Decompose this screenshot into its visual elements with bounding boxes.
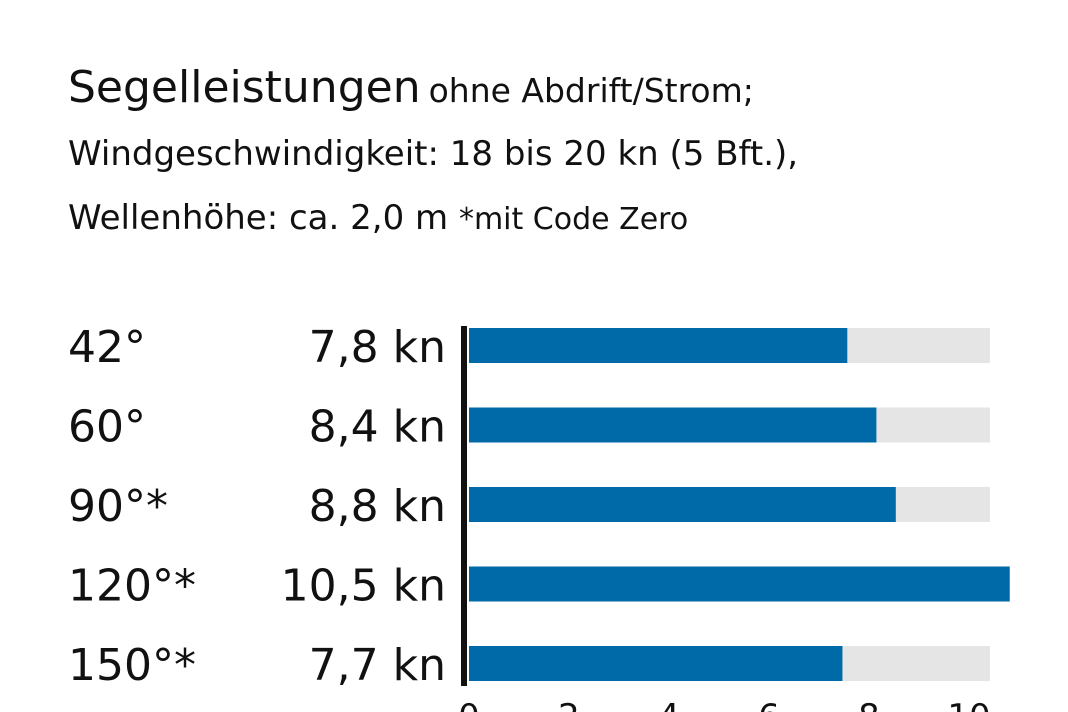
category-label: 42° <box>68 322 146 373</box>
value-label: 7,8 kn <box>309 322 446 373</box>
value-label: 8,8 kn <box>309 481 446 532</box>
chart-title: Segelleistungen ohne Abdrift/Strom; <box>68 62 754 113</box>
x-tick-label: 6 <box>758 697 780 712</box>
subtitle-wind: Windgeschwindigkeit: 18 bis 20 kn (5 Bft… <box>68 134 799 174</box>
category-label: 120°* <box>68 561 196 612</box>
bar <box>469 566 1010 602</box>
x-tick-label: 10 <box>947 697 990 712</box>
category-label: 90°* <box>68 481 168 532</box>
x-tick-label: 4 <box>658 697 680 712</box>
bar <box>469 487 896 522</box>
value-label: 8,4 kn <box>309 402 446 453</box>
waves-text: Wellenhöhe: ca. 2,0 m <box>68 198 449 238</box>
title-main: Segelleistungen <box>68 62 421 113</box>
category-label: 60° <box>68 402 146 453</box>
code-zero-note: *mit Code Zero <box>458 202 689 237</box>
bar <box>469 407 877 443</box>
bar <box>469 646 843 681</box>
value-label: 7,7 kn <box>309 640 446 691</box>
bar <box>469 328 848 363</box>
subtitle-waves: Wellenhöhe: ca. 2,0 m *mit Code Zero <box>68 198 688 238</box>
axis-line <box>461 326 467 686</box>
value-label: 10,5 kn <box>281 561 446 612</box>
x-tick-label: 2 <box>558 697 580 712</box>
title-suffix: ohne Abdrift/Strom; <box>428 71 754 110</box>
category-label: 150°* <box>68 640 196 691</box>
x-tick-label: 8 <box>858 697 880 712</box>
x-tick-label: 0 <box>458 697 480 712</box>
